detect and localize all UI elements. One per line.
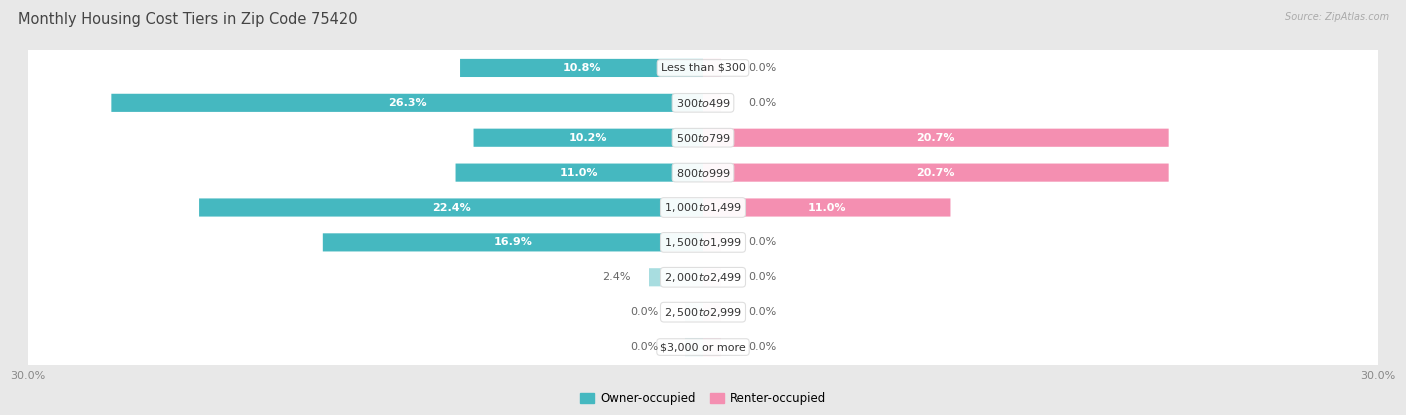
- FancyBboxPatch shape: [18, 257, 1388, 298]
- Text: 0.0%: 0.0%: [748, 237, 776, 247]
- FancyBboxPatch shape: [703, 198, 950, 217]
- FancyBboxPatch shape: [703, 303, 721, 321]
- FancyBboxPatch shape: [18, 152, 1388, 193]
- FancyBboxPatch shape: [18, 117, 1388, 159]
- FancyBboxPatch shape: [650, 268, 703, 286]
- Text: $800 to $999: $800 to $999: [675, 166, 731, 178]
- Text: 22.4%: 22.4%: [432, 203, 471, 212]
- FancyBboxPatch shape: [18, 46, 1388, 89]
- FancyBboxPatch shape: [111, 94, 703, 112]
- Text: 20.7%: 20.7%: [917, 133, 955, 143]
- FancyBboxPatch shape: [703, 268, 721, 286]
- FancyBboxPatch shape: [703, 164, 1168, 182]
- FancyBboxPatch shape: [18, 256, 1388, 298]
- Text: 0.0%: 0.0%: [748, 272, 776, 282]
- FancyBboxPatch shape: [323, 233, 703, 251]
- Text: 2.4%: 2.4%: [603, 272, 631, 282]
- FancyBboxPatch shape: [18, 47, 1388, 88]
- FancyBboxPatch shape: [18, 292, 1388, 333]
- FancyBboxPatch shape: [456, 164, 703, 182]
- Legend: Owner-occupied, Renter-occupied: Owner-occupied, Renter-occupied: [575, 387, 831, 410]
- FancyBboxPatch shape: [18, 221, 1388, 264]
- FancyBboxPatch shape: [703, 94, 721, 112]
- Text: Less than $300: Less than $300: [661, 63, 745, 73]
- Text: $2,000 to $2,499: $2,000 to $2,499: [664, 271, 742, 284]
- Text: 16.9%: 16.9%: [494, 237, 533, 247]
- FancyBboxPatch shape: [18, 327, 1388, 368]
- Text: $2,500 to $2,999: $2,500 to $2,999: [664, 306, 742, 319]
- FancyBboxPatch shape: [703, 59, 721, 77]
- FancyBboxPatch shape: [703, 233, 721, 251]
- Text: $500 to $799: $500 to $799: [675, 132, 731, 144]
- FancyBboxPatch shape: [18, 291, 1388, 333]
- Text: 0.0%: 0.0%: [748, 342, 776, 352]
- FancyBboxPatch shape: [18, 186, 1388, 229]
- Text: $3,000 or more: $3,000 or more: [661, 342, 745, 352]
- Text: $1,000 to $1,499: $1,000 to $1,499: [664, 201, 742, 214]
- Text: 0.0%: 0.0%: [630, 342, 658, 352]
- FancyBboxPatch shape: [18, 222, 1388, 263]
- Text: 11.0%: 11.0%: [560, 168, 599, 178]
- FancyBboxPatch shape: [685, 338, 703, 356]
- FancyBboxPatch shape: [18, 117, 1388, 158]
- Text: 20.7%: 20.7%: [917, 168, 955, 178]
- Text: 0.0%: 0.0%: [748, 98, 776, 108]
- Text: 26.3%: 26.3%: [388, 98, 426, 108]
- Text: Monthly Housing Cost Tiers in Zip Code 75420: Monthly Housing Cost Tiers in Zip Code 7…: [18, 12, 359, 27]
- Text: Source: ZipAtlas.com: Source: ZipAtlas.com: [1285, 12, 1389, 22]
- FancyBboxPatch shape: [685, 303, 703, 321]
- FancyBboxPatch shape: [460, 59, 703, 77]
- Text: 11.0%: 11.0%: [807, 203, 846, 212]
- FancyBboxPatch shape: [18, 151, 1388, 194]
- Text: $1,500 to $1,999: $1,500 to $1,999: [664, 236, 742, 249]
- FancyBboxPatch shape: [18, 326, 1388, 369]
- FancyBboxPatch shape: [18, 82, 1388, 124]
- FancyBboxPatch shape: [474, 129, 703, 147]
- Text: 0.0%: 0.0%: [748, 307, 776, 317]
- Text: 0.0%: 0.0%: [630, 307, 658, 317]
- FancyBboxPatch shape: [703, 338, 721, 356]
- Text: 10.2%: 10.2%: [569, 133, 607, 143]
- Text: 10.8%: 10.8%: [562, 63, 600, 73]
- FancyBboxPatch shape: [18, 82, 1388, 123]
- Text: $300 to $499: $300 to $499: [675, 97, 731, 109]
- FancyBboxPatch shape: [18, 187, 1388, 228]
- FancyBboxPatch shape: [703, 129, 1168, 147]
- FancyBboxPatch shape: [200, 198, 703, 217]
- Text: 0.0%: 0.0%: [748, 63, 776, 73]
